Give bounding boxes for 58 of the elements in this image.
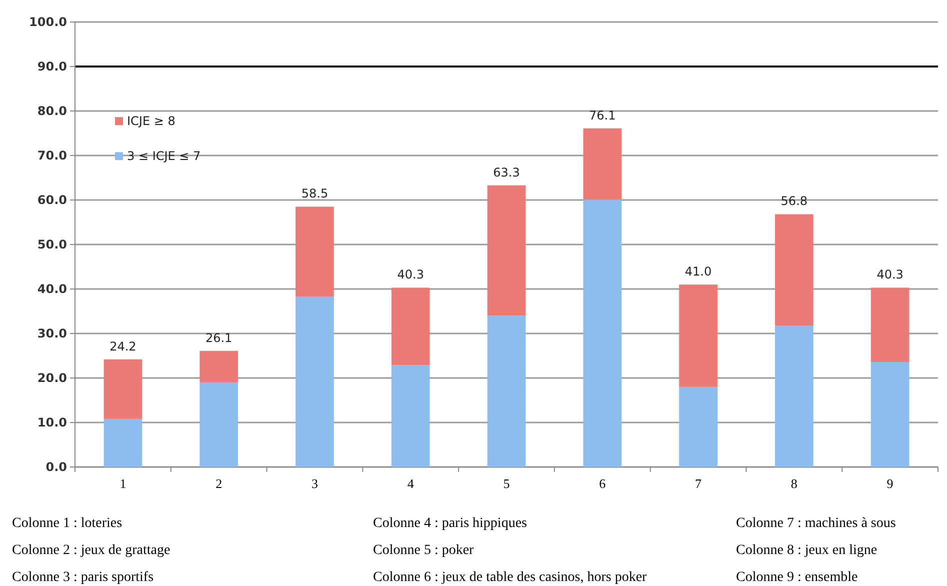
y-tick-label: 20.0 — [37, 370, 67, 385]
y-tick-label: 90.0 — [37, 59, 67, 74]
y-tick-label: 60.0 — [37, 192, 67, 207]
bar — [774, 214, 814, 326]
legend-label: ICJE ≥ 8 — [127, 114, 176, 128]
bar — [391, 365, 430, 467]
y-tick-label: 70.0 — [37, 148, 67, 162]
y-tick-label: 0.0 — [46, 460, 67, 474]
total-label: 40.3 — [876, 268, 904, 282]
bar — [870, 288, 910, 362]
bar — [200, 350, 238, 382]
x-tick-label: 8 — [790, 476, 798, 492]
bar — [104, 359, 142, 419]
total-label: 24.2 — [110, 339, 136, 354]
bar — [200, 382, 238, 467]
x-tick-label: 9 — [886, 476, 894, 492]
text: Colonne 1 : loteries — [12, 516, 122, 531]
total-label: 41.0 — [684, 264, 712, 279]
bar — [679, 284, 718, 387]
text: Colonne 7 : machines à sous — [736, 516, 896, 531]
x-tick-label: 4 — [407, 476, 414, 492]
text: Colonne 4 : paris hippiques — [373, 516, 527, 531]
total-label: 63.3 — [493, 165, 520, 180]
bar — [391, 288, 430, 366]
x-tick-label: 7 — [695, 476, 702, 492]
bar — [679, 386, 718, 467]
y-tick-label: 80.0 — [37, 104, 67, 118]
x-tick-label: 1 — [120, 476, 126, 492]
total-label: 40.3 — [397, 268, 424, 282]
bar — [583, 200, 622, 467]
y-tick-label: 100.0 — [29, 14, 67, 29]
bar — [296, 206, 334, 297]
y-tick-label: 40.0 — [37, 282, 67, 296]
x-tick-label: 2 — [216, 476, 222, 492]
bar — [296, 296, 334, 467]
bar — [487, 316, 526, 467]
y-tick-label: 50.0 — [37, 237, 67, 252]
total-label: 56.8 — [780, 194, 808, 208]
total-label: 26.1 — [205, 330, 232, 345]
bar — [870, 362, 910, 467]
bar — [104, 418, 142, 467]
legend-label: 3 ≤ ICJE ≤ 7 — [127, 149, 201, 164]
bar — [774, 325, 814, 467]
text: Colonne 9 : ensemble — [736, 570, 858, 585]
total-label: 58.5 — [301, 186, 328, 201]
text: Colonne 2 : jeux de grattage — [12, 543, 170, 558]
y-tick-label: 10.0 — [37, 415, 67, 430]
text: Colonne 6 : jeux de table des casinos, hors poker — [373, 570, 648, 585]
bar — [487, 185, 526, 316]
text: Colonne 3 : paris sportifs — [12, 570, 154, 585]
x-tick-label: 6 — [599, 476, 606, 492]
y-tick-label: 30.0 — [37, 326, 67, 340]
x-tick-label: 5 — [503, 476, 510, 492]
total-label: 76.1 — [589, 108, 616, 122]
text: Colonne 5 : poker — [373, 543, 474, 558]
bar — [583, 128, 622, 200]
x-tick-label: 3 — [311, 476, 318, 492]
text: Colonne 8 : jeux en ligne — [736, 543, 878, 558]
